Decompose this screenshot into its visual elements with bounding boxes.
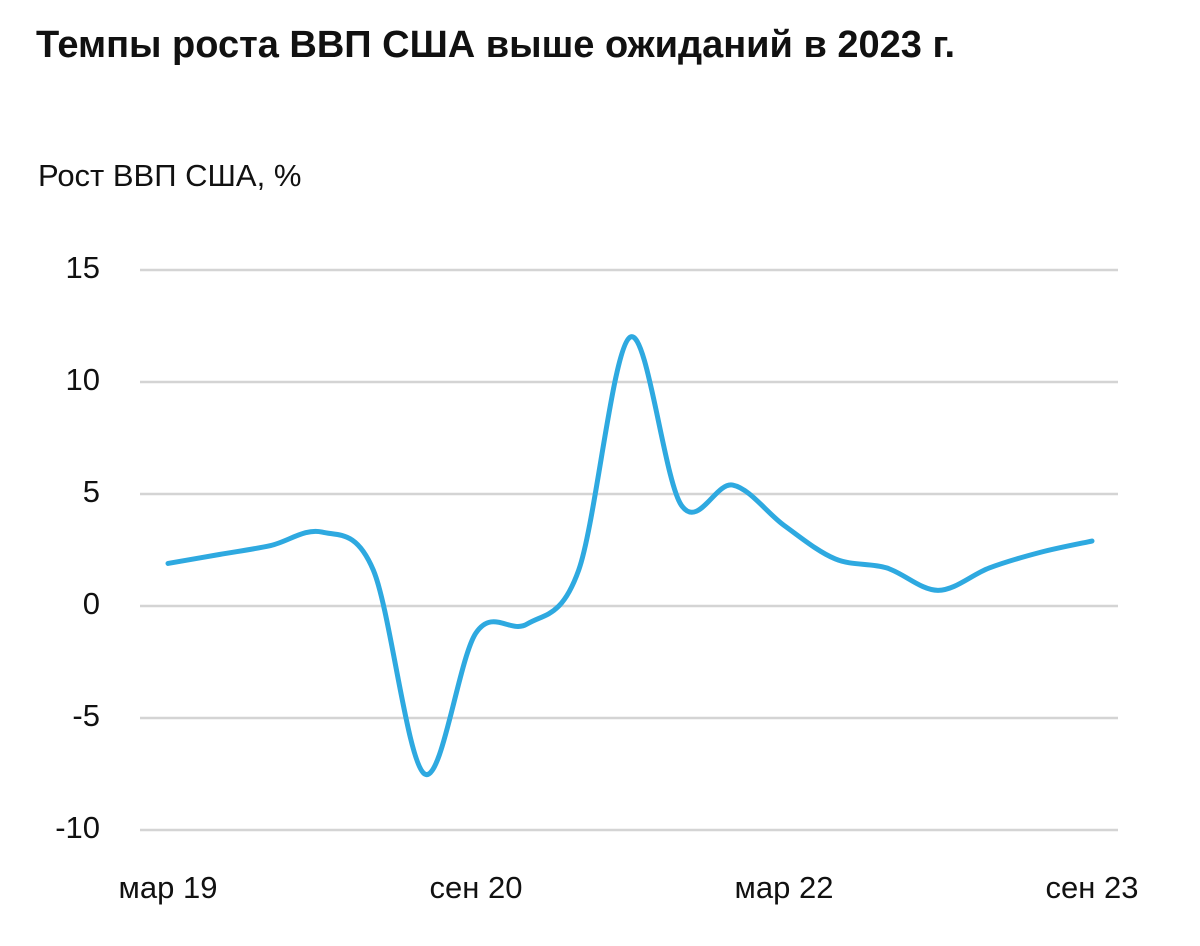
y-tick-label: -10 (55, 810, 100, 845)
x-tick-label: мар 22 (735, 870, 834, 905)
x-tick-label: сен 23 (1046, 870, 1139, 905)
x-tick-label: мар 19 (119, 870, 218, 905)
x-tick-label: сен 20 (430, 870, 523, 905)
y-tick-label: 10 (66, 362, 100, 397)
y-tick-label: 15 (66, 250, 100, 285)
chart-subtitle: Рост ВВП США, % (38, 158, 302, 193)
y-tick-label: -5 (72, 698, 100, 733)
line (165, 334, 1095, 777)
y-tick-label: 0 (83, 586, 100, 621)
y-tick-label: 5 (83, 474, 100, 509)
chart-title: Темпы роста ВВП США выше ожиданий в 2023… (36, 24, 956, 66)
